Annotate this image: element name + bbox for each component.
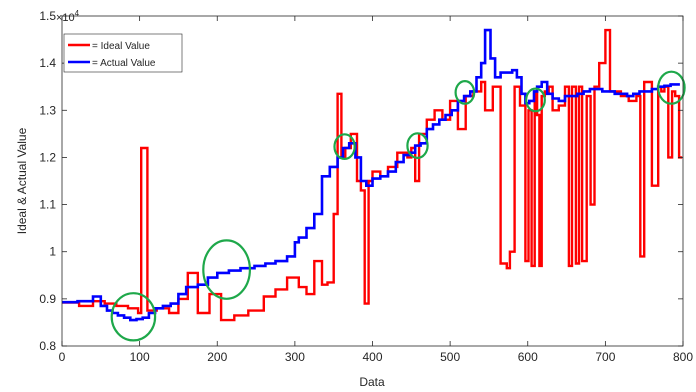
legend-box [63,33,183,73]
y-tick-label: 0.8 [39,339,56,353]
x-tick-label: 400 [362,350,382,364]
tick-layer: 0 100 200 300 400 500 600 700 800 0.8 0.9 1 1.1 1.2 1.… [39,9,693,364]
y-tick-label: 1 [49,245,56,259]
x-tick-label: 500 [440,350,460,364]
x-tick-label: 100 [130,350,150,364]
y-exponent-label: ×104 [56,9,80,24]
series-line-actual [62,28,680,322]
series-layer [62,28,683,322]
legend: = Ideal Value = Actual Value [63,33,183,73]
y-tick-label: 1.2 [39,150,56,164]
x-tick-label: 200 [207,350,227,364]
annotation-layer [110,70,686,342]
legend-label-actual: = Actual Value [92,58,156,69]
highlight-circle-1 [110,292,157,342]
y-tick-label: 0.9 [39,292,56,306]
highlight-circle-6 [525,87,546,113]
highlight-circle-2 [202,239,252,300]
legend-label-ideal: = Ideal Value [92,41,150,52]
x-tick-label: 800 [673,350,693,364]
y-tick-label: 1.4 [39,56,56,70]
y-tick-label: 1.1 [39,198,56,212]
y-axis-title: Ideal & Actual Value [15,127,29,234]
x-axis-title: Data [359,375,385,389]
series-line-ideal [62,28,683,322]
y-tick-label: 1.3 [39,103,56,117]
x-tick-label: 700 [595,350,615,364]
y-tick-label: 1.5 [39,9,56,23]
highlight-circle-3 [333,133,356,161]
highlight-circle-5 [454,79,476,105]
highlight-circle-4 [406,132,429,160]
x-tick-label: 0 [59,350,66,364]
x-tick-label: 300 [285,350,305,364]
x-tick-label: 600 [518,350,538,364]
highlight-circle-7 [657,70,686,105]
